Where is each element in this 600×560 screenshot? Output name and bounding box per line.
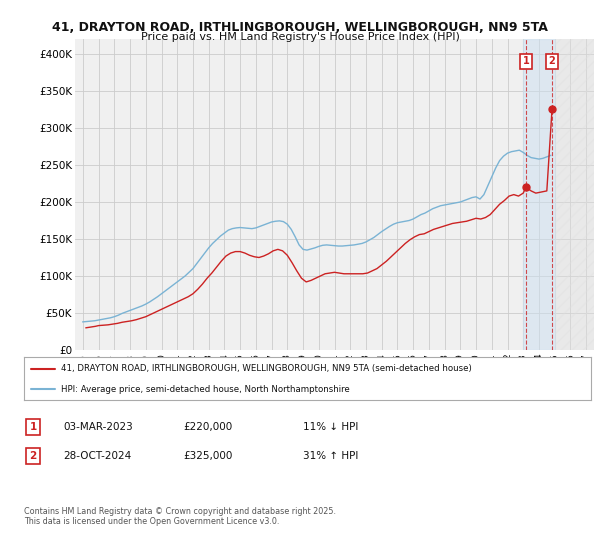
- Text: 2: 2: [548, 57, 556, 67]
- Bar: [523, 39, 554, 350]
- Bar: [554, 39, 594, 350]
- Text: Price paid vs. HM Land Registry's House Price Index (HPI): Price paid vs. HM Land Registry's House …: [140, 32, 460, 43]
- Text: Contains HM Land Registry data © Crown copyright and database right 2025.
This d: Contains HM Land Registry data © Crown c…: [24, 507, 336, 526]
- Text: 1: 1: [523, 57, 529, 67]
- Text: £220,000: £220,000: [183, 422, 232, 432]
- Text: 11% ↓ HPI: 11% ↓ HPI: [303, 422, 358, 432]
- Text: 1: 1: [29, 422, 37, 432]
- Text: £325,000: £325,000: [183, 451, 232, 461]
- Text: 03-MAR-2023: 03-MAR-2023: [63, 422, 133, 432]
- Text: 31% ↑ HPI: 31% ↑ HPI: [303, 451, 358, 461]
- Text: 41, DRAYTON ROAD, IRTHLINGBOROUGH, WELLINGBOROUGH, NN9 5TA: 41, DRAYTON ROAD, IRTHLINGBOROUGH, WELLI…: [52, 21, 548, 34]
- Text: HPI: Average price, semi-detached house, North Northamptonshire: HPI: Average price, semi-detached house,…: [61, 385, 350, 394]
- Text: 2: 2: [29, 451, 37, 461]
- Text: 41, DRAYTON ROAD, IRTHLINGBOROUGH, WELLINGBOROUGH, NN9 5TA (semi-detached house): 41, DRAYTON ROAD, IRTHLINGBOROUGH, WELLI…: [61, 364, 472, 373]
- Text: 28-OCT-2024: 28-OCT-2024: [63, 451, 131, 461]
